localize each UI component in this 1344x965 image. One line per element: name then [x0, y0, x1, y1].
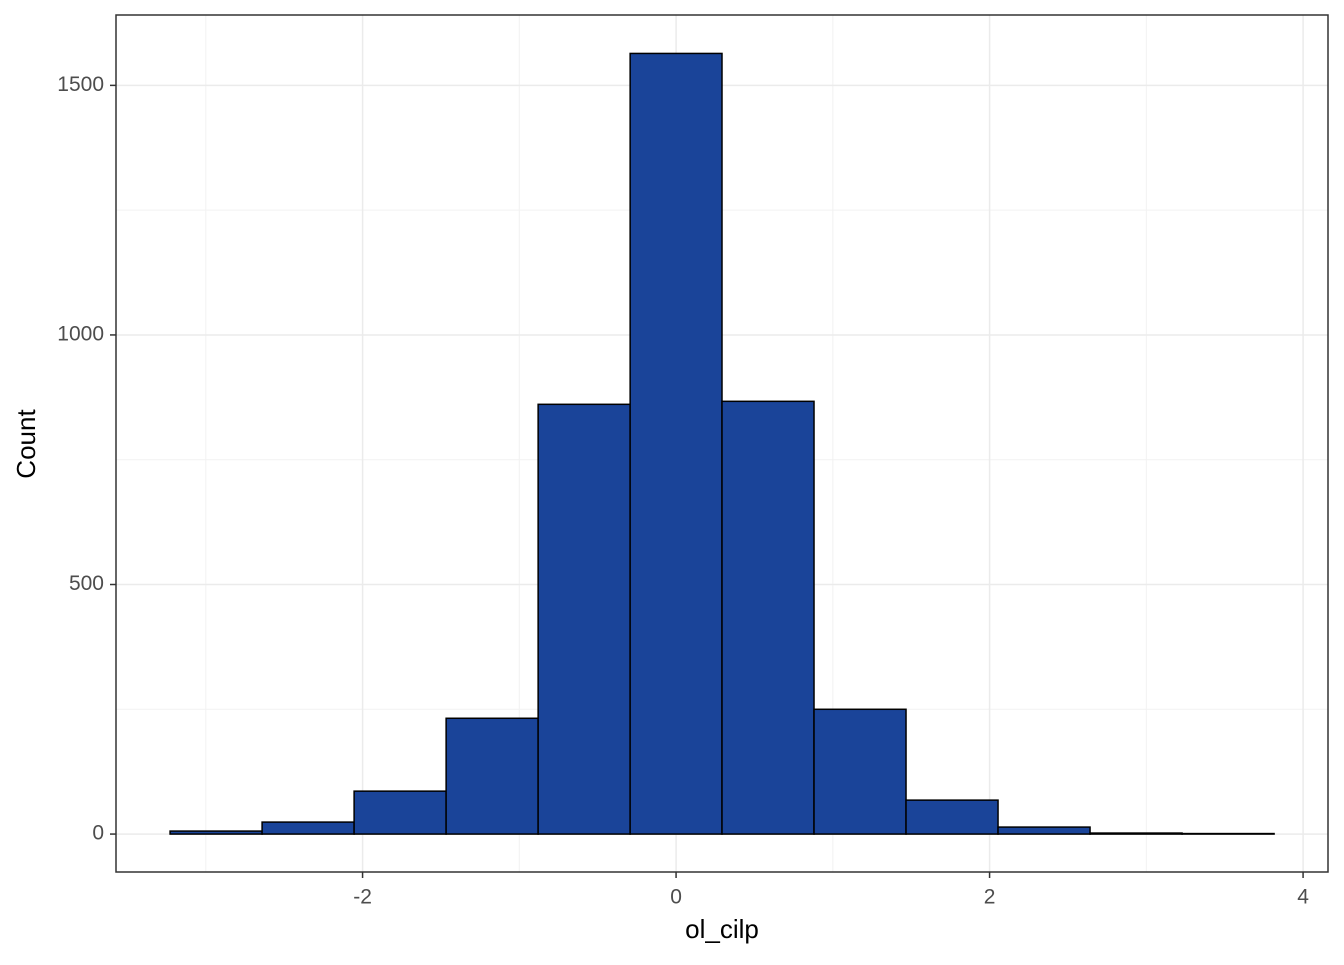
bar [170, 831, 262, 834]
bar [998, 827, 1090, 834]
x-tick-label: 4 [1297, 886, 1309, 909]
x-tick-label: 0 [670, 886, 682, 909]
bar [1090, 833, 1182, 834]
bar [354, 791, 446, 834]
bar [262, 822, 354, 834]
y-tick-label: 500 [69, 572, 104, 595]
bar [630, 53, 722, 834]
x-tick-label: -2 [353, 886, 372, 909]
bar [814, 709, 906, 834]
bar [446, 718, 538, 834]
x-axis-title: ol_cilp [685, 914, 759, 944]
bar [722, 401, 814, 834]
bar [906, 800, 998, 834]
x-tick-label: 2 [984, 886, 996, 909]
bar [538, 404, 630, 834]
y-tick-label: 0 [92, 822, 104, 845]
y-tick-label: 1500 [57, 73, 104, 96]
y-axis-title: Count [11, 409, 41, 479]
y-tick-label: 1000 [57, 322, 104, 345]
